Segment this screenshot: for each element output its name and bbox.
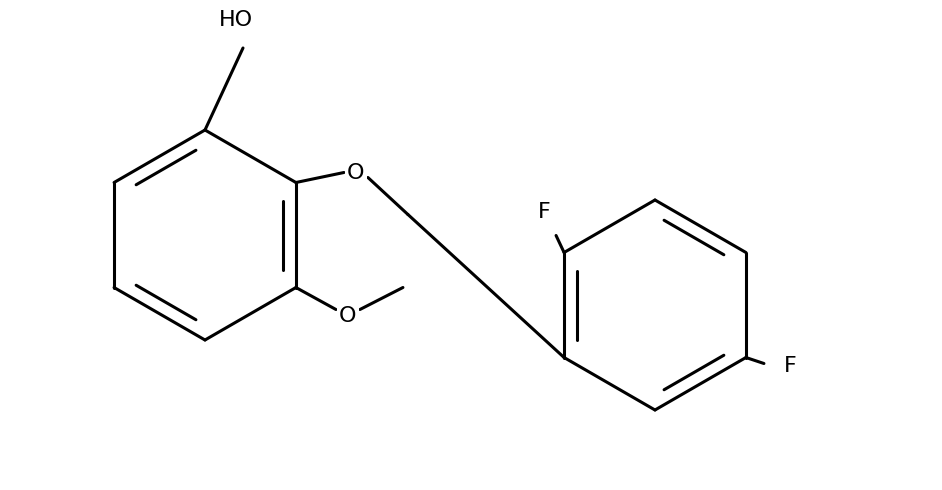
Text: F: F bbox=[784, 356, 797, 375]
Text: O: O bbox=[348, 163, 365, 182]
Text: F: F bbox=[538, 201, 550, 221]
Text: O: O bbox=[339, 305, 357, 325]
Text: HO: HO bbox=[219, 10, 253, 30]
